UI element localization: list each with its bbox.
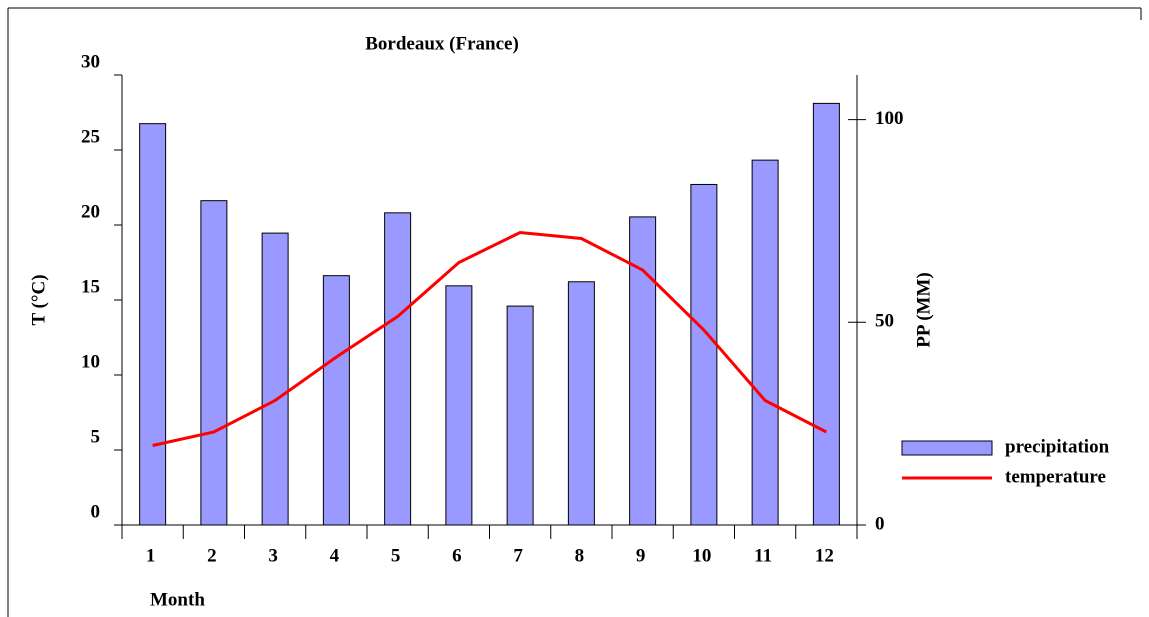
y-tick-label: 0	[91, 501, 101, 522]
x-tick-label: 12	[815, 545, 834, 566]
legend-swatch	[901, 440, 993, 456]
y-tick-label: 10	[81, 351, 100, 372]
y-tick-label: 20	[81, 201, 100, 222]
bar	[812, 102, 840, 526]
bar	[629, 216, 657, 526]
bar	[445, 285, 473, 526]
x-tick-label: 4	[330, 545, 340, 566]
y2-axis-label: PP (MM)	[913, 272, 934, 347]
x-tick-label: 6	[452, 545, 462, 566]
y-tick-label: 25	[81, 126, 100, 147]
bar	[261, 232, 289, 526]
y2-tick-label: 100	[875, 108, 904, 129]
bar	[384, 212, 412, 526]
bar	[567, 281, 595, 526]
bar	[200, 200, 228, 526]
y-tick-label: 30	[81, 51, 100, 72]
legend-label: precipitation	[1005, 436, 1110, 457]
x-tick-label: 8	[575, 545, 585, 566]
y2-tick-label: 50	[875, 311, 894, 332]
bar	[690, 183, 718, 526]
y2-tick-label: 0	[875, 513, 885, 534]
bar	[139, 123, 167, 526]
x-tick-label: 2	[207, 545, 217, 566]
x-tick-label: 7	[513, 545, 523, 566]
y-tick-label: 5	[91, 426, 101, 447]
x-tick-label: 11	[754, 545, 772, 566]
legend-label: temperature	[1005, 466, 1106, 487]
line	[152, 230, 828, 447]
x-tick-label: 3	[268, 545, 278, 566]
bar	[506, 305, 534, 526]
x-axis-label: Month	[150, 589, 205, 610]
y-axis-label: T (°C)	[28, 274, 49, 325]
x-tick-label: 1	[146, 545, 156, 566]
x-tick-label: 10	[692, 545, 711, 566]
bar	[751, 159, 779, 526]
chart-title: Bordeaux (France)	[365, 33, 519, 54]
x-tick-label: 5	[391, 545, 401, 566]
x-tick-label: 9	[636, 545, 646, 566]
bar	[322, 275, 350, 526]
y-tick-label: 15	[81, 276, 100, 297]
